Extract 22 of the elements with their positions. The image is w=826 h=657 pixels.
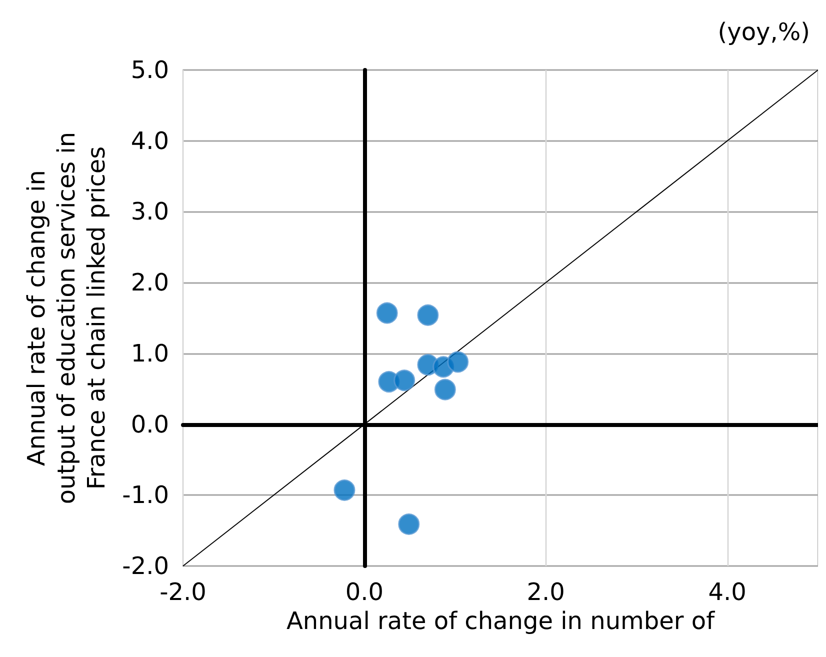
point: [376, 302, 398, 324]
y-tick-label: 1.0: [130, 339, 169, 368]
y-axis-title: Annual rate of change in output of education services in France at chain linked prices: [22, 132, 110, 504]
x-tick-label: 2.0: [526, 578, 565, 606]
x-tick-label: -2.0: [160, 578, 206, 606]
y-tick-label: 0.0: [130, 410, 169, 438]
text: (yoy,%): [718, 18, 810, 46]
point: [334, 479, 356, 501]
point: [394, 370, 416, 392]
point: [417, 304, 439, 326]
x-tick-label: 4.0: [708, 578, 746, 606]
y-tick-label: 2.0: [130, 268, 169, 297]
point: [398, 513, 420, 535]
y-tick-label: 4.0: [130, 126, 169, 155]
point: [447, 351, 469, 373]
y-tick-label: 5.0: [130, 56, 169, 84]
y-tick-label: -2.0: [122, 552, 169, 580]
x-tick-label: 0.0: [345, 578, 384, 606]
point: [434, 378, 456, 400]
y-tick-label: -1.0: [122, 481, 169, 510]
x-axis-title: Annual rate of change in number of: [286, 606, 716, 635]
y-tick-label: 3.0: [130, 198, 169, 226]
